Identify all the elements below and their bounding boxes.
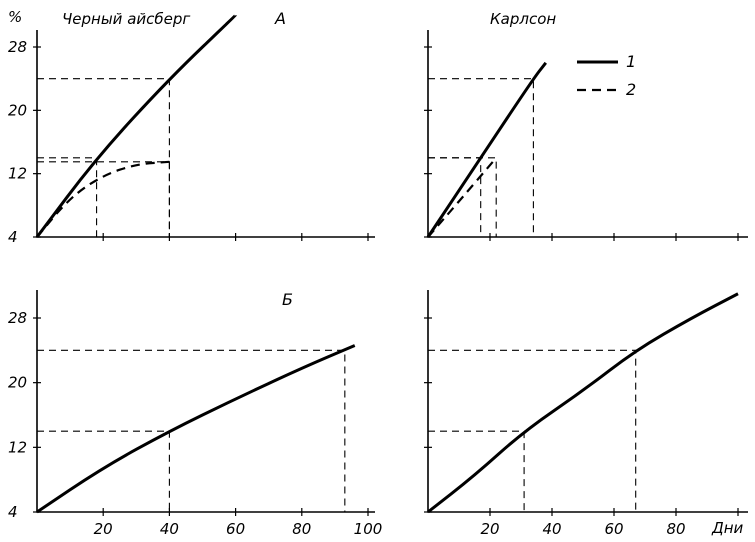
guide-line (37, 157, 98, 237)
legend-label-1: 1 (626, 52, 636, 71)
series-1-line (426, 61, 547, 238)
y-unit-label: % (8, 8, 22, 26)
panel-label-a: А (274, 9, 286, 28)
x-tick-label: 80 (292, 520, 311, 538)
y-tick-label: 12 (8, 438, 27, 456)
series-1-line (427, 292, 739, 514)
panel-b-karlson: 20 40 60 80 Дни (424, 290, 748, 538)
x-axis-unit-label: Дни (711, 519, 744, 537)
x-tick-label: 20 (94, 520, 113, 538)
x-tick-label: 40 (542, 520, 561, 538)
panel-1-title: Карлсон (490, 10, 556, 28)
x-tick-label: 80 (666, 520, 685, 538)
guide-line (37, 349, 346, 512)
panel-label-b: Б (282, 290, 293, 309)
series-2-line (427, 157, 498, 238)
x-tick-label: 40 (160, 520, 179, 538)
panel-b: 4 12 20 28 20 40 60 80 100 Б (8, 290, 382, 538)
y-tick-label: 28 (8, 309, 27, 327)
x-tick-label: 100 (354, 520, 383, 538)
panel-chernyy-aysberg: 4 12 20 28 % Черный айсберг А (8, 8, 375, 246)
y-tick-label: 4 (8, 228, 18, 246)
legend: 1 2 (577, 52, 636, 99)
panel-karlson: Карлсон 1 2 (424, 10, 748, 241)
series-1-line (36, 344, 356, 514)
y-tick-label: 28 (8, 38, 27, 56)
panel-0-title: Черный айсберг (62, 10, 190, 28)
series-2-line (36, 160, 170, 238)
guide-line (37, 161, 170, 237)
x-tick-label: 60 (226, 520, 245, 538)
x-tick-label: 20 (480, 520, 499, 538)
guide-line (428, 157, 497, 237)
x-tick-label: 60 (604, 520, 623, 538)
y-tick-label: 12 (8, 165, 27, 183)
y-tick-label: 20 (8, 101, 27, 119)
y-tick-label: 20 (8, 374, 27, 392)
panel-3-axes (427, 290, 748, 513)
series-1-line (35, 14, 237, 238)
legend-label-2: 2 (626, 80, 636, 99)
guide-line (428, 78, 534, 237)
y-tick-label: 4 (8, 503, 18, 521)
panel-0-axes (36, 30, 375, 238)
